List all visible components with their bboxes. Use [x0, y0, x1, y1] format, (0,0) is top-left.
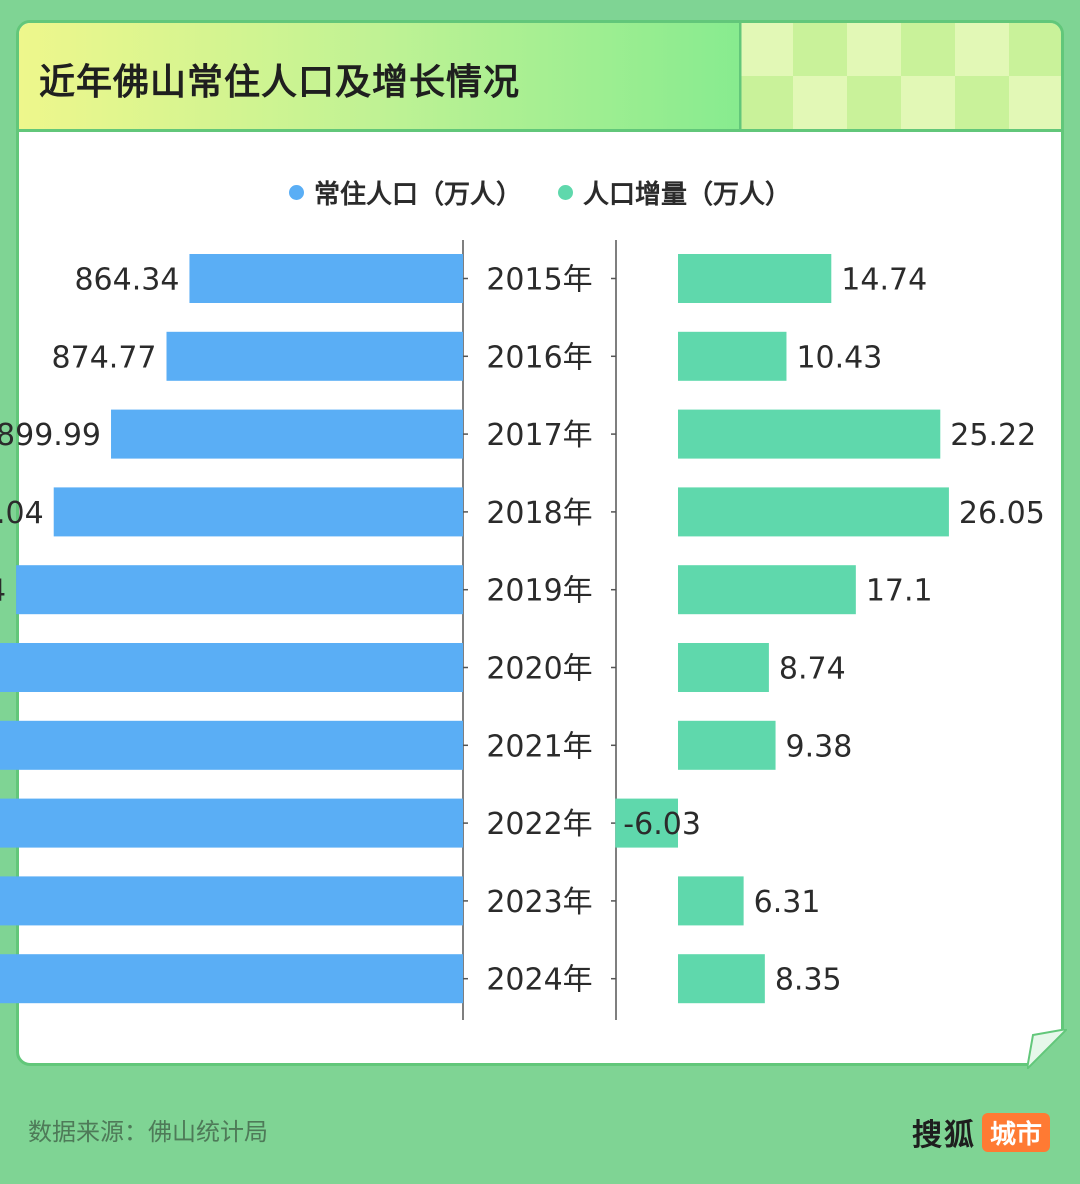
increment-label: 14.74 — [841, 263, 927, 298]
population-label: 864.34 — [74, 263, 179, 298]
population-bar — [189, 254, 463, 303]
population-bar — [0, 798, 464, 848]
increment-label: 8.35 — [775, 963, 842, 998]
increment-bar — [678, 409, 941, 459]
increment-label: 26.05 — [959, 496, 1045, 531]
legend-item-population: 常住人口（万人） — [288, 174, 522, 211]
chart-title: 近年佛山常住人口及增长情况 — [39, 62, 521, 103]
legend-item-increment: 人口增量（万人） — [558, 174, 791, 211]
increment-label: 9.38 — [786, 729, 853, 764]
year-label: 2019年 — [486, 574, 592, 609]
legend-label-population: 常住人口（万人） — [313, 179, 522, 210]
increment-label: 10.43 — [796, 340, 882, 375]
year-label: 2024年 — [486, 963, 592, 998]
legend-dot-increment — [558, 184, 573, 200]
increment-label: 6.31 — [754, 885, 821, 920]
population-bar — [166, 331, 464, 381]
data-source: 数据来源：佛山统计局 — [28, 1118, 268, 1146]
year-label: 2020年 — [486, 652, 592, 687]
year-label: 2018年 — [486, 496, 592, 531]
increment-bar — [678, 331, 787, 381]
increment-bar — [615, 798, 678, 848]
year-label: 2017年 — [486, 418, 592, 453]
year-label: 2021年 — [486, 729, 592, 764]
checker-pattern — [739, 23, 1061, 129]
increment-label: -6.03 — [623, 807, 701, 842]
brand-badge: 城市 — [982, 1112, 1051, 1152]
population-label: 874.77 — [52, 340, 157, 375]
increment-bar — [678, 487, 949, 537]
population-bar — [0, 720, 464, 770]
population-bar — [111, 409, 463, 459]
increment-bar — [678, 643, 769, 692]
page-fold-corner — [1027, 1029, 1067, 1069]
legend-label-increment: 人口增量（万人） — [583, 179, 792, 210]
year-label: 2023年 — [486, 885, 592, 920]
population-bar — [0, 643, 463, 692]
brand-logo: 搜狐 城市 — [912, 1110, 1051, 1154]
population-bar — [16, 565, 463, 615]
population-label: 926.04 — [0, 496, 44, 531]
population-label: 899.99 — [0, 418, 101, 453]
increment-label: 8.74 — [779, 652, 846, 687]
year-label: 2022年 — [486, 807, 592, 842]
population-bar — [0, 954, 463, 1004]
population-bar — [0, 876, 463, 926]
increment-label: 25.22 — [950, 418, 1036, 453]
increment-label: 17.1 — [866, 574, 933, 609]
population-label: 943.14 — [0, 574, 6, 609]
increment-bar — [678, 720, 776, 770]
brand-name: 搜狐 — [912, 1118, 976, 1153]
population-bar — [53, 487, 463, 537]
increment-bar — [678, 876, 744, 926]
increment-bar — [678, 954, 765, 1004]
year-label: 2015年 — [486, 263, 592, 298]
legend: 常住人口（万人） 人口增量（万人） — [16, 172, 1064, 212]
year-label: 2016年 — [486, 340, 592, 375]
header-banner: 近年佛山常住人口及增长情况 — [19, 23, 1061, 132]
legend-dot-population — [288, 184, 304, 200]
increment-bar — [678, 565, 856, 615]
increment-bar — [678, 254, 832, 303]
